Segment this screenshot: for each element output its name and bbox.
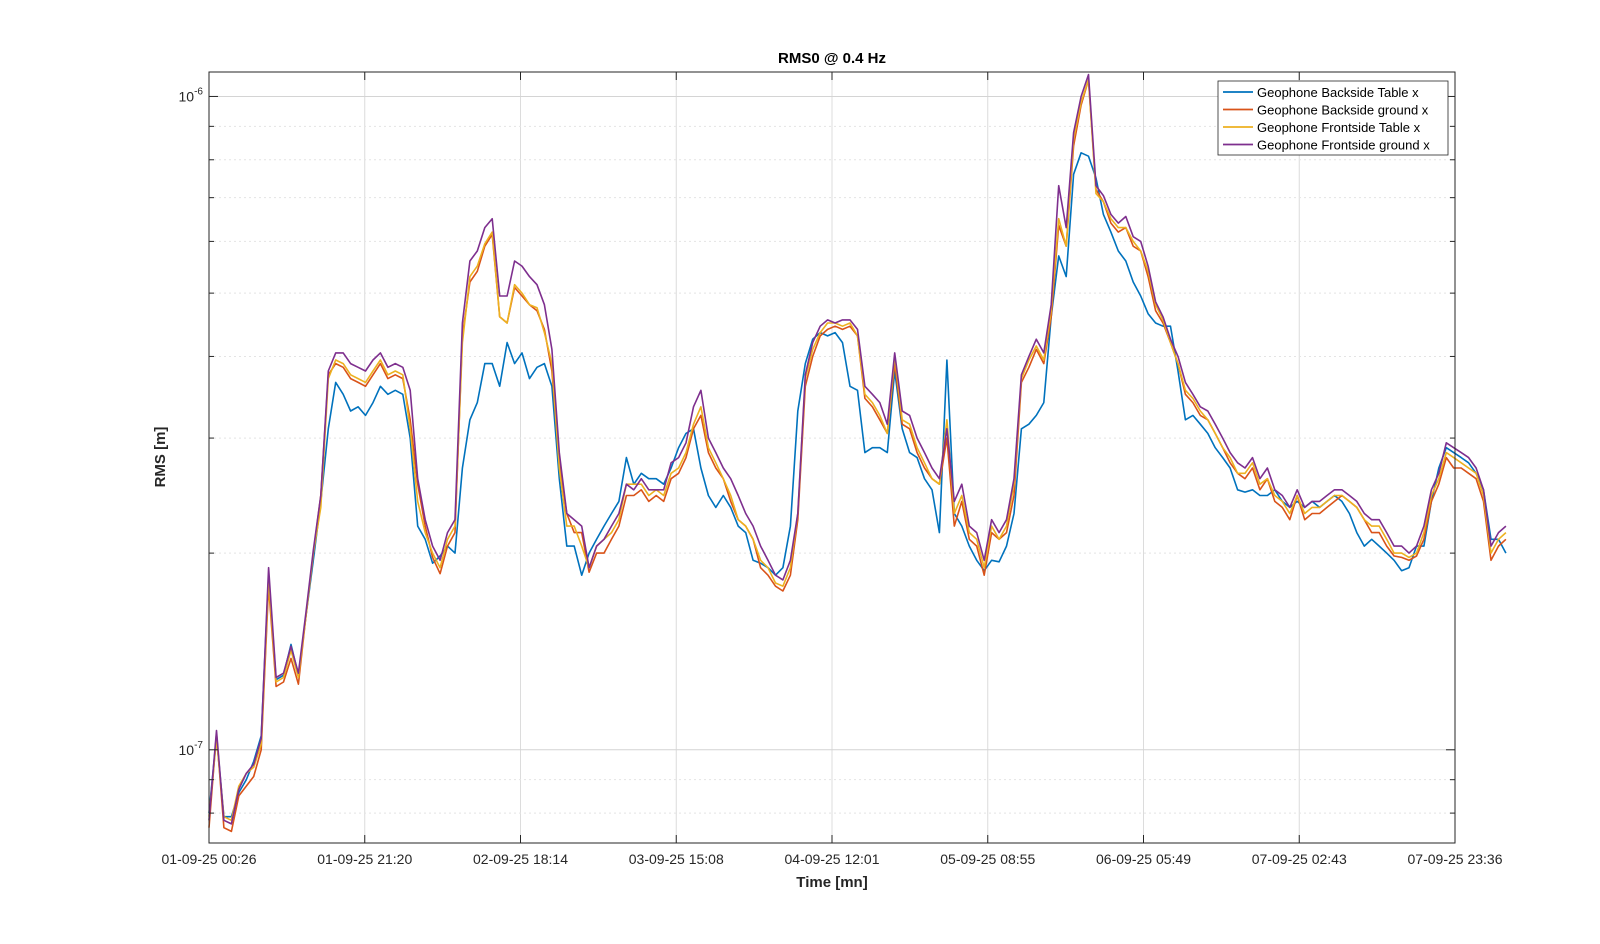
legend-label: Geophone Frontside ground x — [1257, 138, 1430, 153]
x-axis-label: Time [mn] — [796, 874, 867, 891]
x-tick-label: 02-09-25 18:14 — [473, 851, 568, 867]
y-tick-label: 10-7 — [179, 740, 204, 758]
legend-label: Geophone Backside Table x — [1257, 85, 1419, 100]
series-layer — [208, 73, 1507, 833]
x-tick-label: 07-09-25 23:36 — [1408, 851, 1503, 867]
legend: Geophone Backside Table x Geophone Backsi… — [1217, 80, 1449, 156]
y-tick-label: 10-6 — [179, 86, 204, 104]
legend-label: Geophone Frontside Table x — [1257, 120, 1421, 135]
y-axis-label: RMS [m] — [152, 427, 169, 488]
series-line-4 — [208, 73, 1507, 825]
x-tick-label: 01-09-25 00:26 — [162, 851, 257, 867]
x-tick-label: 03-09-25 15:08 — [629, 851, 724, 867]
series-line-3 — [208, 79, 1507, 822]
legend-label: Geophone Backside ground x — [1257, 103, 1429, 118]
chart-title: RMS0 @ 0.4 Hz — [778, 50, 886, 67]
x-tick-label: 04-09-25 12:01 — [785, 851, 880, 867]
x-tick-label: 05-09-25 08:55 — [940, 851, 1035, 867]
legend-box — [1217, 80, 1449, 156]
x-tick-label: 06-09-25 05:49 — [1096, 851, 1191, 867]
x-tick-label: 01-09-25 21:20 — [317, 851, 412, 867]
x-tick-label: 07-09-25 02:43 — [1252, 851, 1347, 867]
ticks: 01-09-25 00:26 01-09-25 21:20 02-09-25 18:… — [162, 72, 1503, 867]
